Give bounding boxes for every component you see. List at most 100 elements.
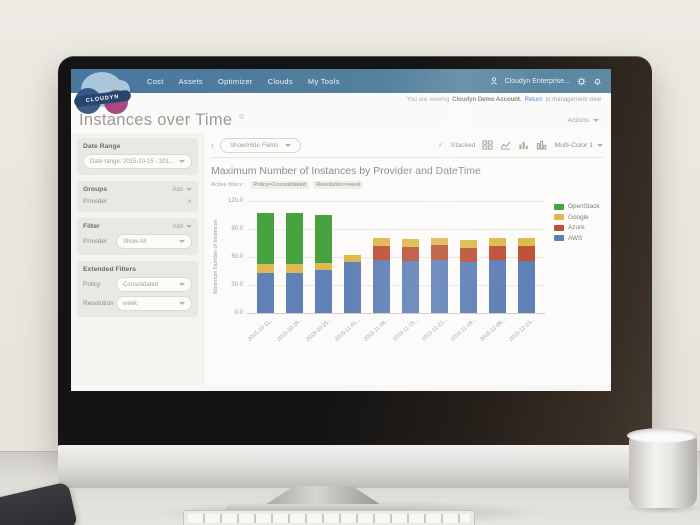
bar-2015-11-08 xyxy=(373,238,390,313)
demo-account-banner: You are viewing Cloudyn Demo Account. Re… xyxy=(71,93,611,106)
bar-2015-11-01 xyxy=(344,255,361,313)
return-link[interactable]: Return xyxy=(524,96,543,103)
filter-panel: Filter Add Provider Show All xyxy=(77,218,198,255)
report-settings-icon[interactable]: ⚙ xyxy=(238,113,245,121)
bar-segment-azure xyxy=(518,245,535,261)
group-item-label: Provider xyxy=(83,198,108,205)
nav-item-clouds[interactable]: Clouds xyxy=(267,76,293,86)
monitor-bezel: CLOUDYN Cost Assets Optimizer Clouds My Tool… xyxy=(58,56,652,448)
active-filters-label: Active filters : xyxy=(211,182,246,188)
groups-add-button[interactable]: Add xyxy=(172,187,192,193)
chevron-down-icon xyxy=(285,143,292,147)
policy-value: Consolidated xyxy=(123,281,159,288)
account-menu[interactable]: Cloudyn Enterprise... xyxy=(504,77,570,85)
nav-item-optimizer[interactable]: Optimizer xyxy=(217,76,253,86)
keyboard-keys xyxy=(188,514,470,523)
notifications-icon[interactable] xyxy=(593,77,602,86)
column-chart-icon[interactable] xyxy=(536,140,547,150)
plot-column: 2015-10-11... 2015-10-18... 2015-10-25... 2… xyxy=(247,201,545,348)
groups-title: Groups xyxy=(83,186,108,193)
remove-group-icon[interactable]: × xyxy=(187,197,192,206)
keyboard xyxy=(183,510,475,525)
bar-segment-aws xyxy=(344,261,361,313)
gear-icon[interactable] xyxy=(577,76,586,86)
chart-title: Maximum Number of Instances by Provider … xyxy=(211,165,481,177)
x-tick-label: 2015-12-13... xyxy=(508,317,537,343)
stacked-checkbox[interactable]: ✓ xyxy=(438,142,444,149)
legend-swatch-icon xyxy=(554,203,564,210)
chart-toolbar: ‹ Show/Hide Fields ✓ Stacked xyxy=(211,137,603,153)
nav-item-cost[interactable]: Cost xyxy=(147,76,164,86)
y-tick-label: 30.0 xyxy=(231,282,243,288)
resolution-value: week xyxy=(123,300,138,307)
filter-add-button[interactable]: Add xyxy=(172,224,192,230)
chevron-down-icon xyxy=(593,119,599,122)
legend-item-aws[interactable]: AWS xyxy=(554,235,600,242)
grid-view-icon[interactable] xyxy=(482,140,494,150)
page-title: Instances over Time xyxy=(79,111,233,129)
actions-dropdown[interactable]: Actions xyxy=(568,117,599,124)
toolbar-divider xyxy=(211,157,603,158)
color-scheme-dropdown[interactable]: Multi-Color 1 xyxy=(554,142,603,149)
resolution-row: Resolution week xyxy=(83,296,192,311)
x-tick-label: 2015-12-06... xyxy=(479,317,508,343)
bar-segment-google xyxy=(373,238,390,246)
date-range-value: Date range: 2015-10-15 - 201... xyxy=(90,158,175,165)
bar-chart-icon[interactable] xyxy=(518,140,529,150)
extended-filters-title: Extended Filters xyxy=(83,266,136,273)
gridline xyxy=(247,201,545,202)
chevron-down-icon xyxy=(186,225,192,228)
active-filters-row: Active filters : Policy=Consolidated Reso… xyxy=(211,181,603,189)
legend-label: OpenStack xyxy=(568,203,600,210)
active-filter-badges: Policy=Consolidated Resolution=week xyxy=(250,181,364,189)
filter-row-label: Provider xyxy=(83,238,108,245)
chevron-down-icon xyxy=(186,188,192,191)
provider-filter-value: Show All xyxy=(123,238,147,245)
y-tick-label: 60.0 xyxy=(231,254,243,260)
legend-label: Google xyxy=(568,213,589,221)
page-header: Instances over Time ⚙ Actions xyxy=(71,106,611,133)
chevron-down-icon xyxy=(179,160,185,163)
line-chart-icon[interactable] xyxy=(500,140,511,150)
show-hide-fields-dropdown[interactable]: Show/Hide Fields xyxy=(220,137,302,153)
bar-segment-google xyxy=(315,262,332,271)
date-range-dropdown[interactable]: Date range: 2015-10-15 - 201... xyxy=(83,154,192,169)
page-content: Date Range Date range: 2015-10-15 - 201.… xyxy=(71,133,611,385)
policy-dropdown[interactable]: Consolidated xyxy=(116,277,192,292)
nav-item-my-tools[interactable]: My Tools xyxy=(307,76,340,86)
filter-badge: Resolution=week xyxy=(313,181,364,189)
extended-filters-panel: Extended Filters Policy Consolidated Res… xyxy=(77,261,198,317)
chevron-down-icon xyxy=(179,302,185,305)
legend-item-openstack[interactable]: OpenStack xyxy=(554,203,600,210)
bar-segment-google xyxy=(518,238,535,246)
bar-segment-aws xyxy=(460,261,477,313)
x-tick-label: 2015-10-18... xyxy=(276,317,305,343)
nav-right-cluster: Cloudyn Enterprise... xyxy=(490,76,611,86)
nav-item-assets[interactable]: Assets xyxy=(178,76,203,86)
bar-2015-10-18 xyxy=(286,213,303,313)
groups-panel: Groups Add Provider × xyxy=(77,181,198,212)
date-range-panel: Date Range Date range: 2015-10-15 - 201.… xyxy=(77,138,198,175)
bar-segment-aws xyxy=(489,259,506,313)
x-tick-label: 2015-10-25... xyxy=(305,317,334,343)
y-tick-label: 120.0 xyxy=(227,198,243,204)
bar-segment-aws xyxy=(431,259,448,313)
chart-view-controls: ✓ Stacked Multi-Color 1 xyxy=(438,140,603,150)
provider-filter-dropdown[interactable]: Show All xyxy=(116,234,192,249)
cloudyn-logo: CLOUDYN xyxy=(73,72,136,119)
collapse-sidebar-icon[interactable]: ‹ xyxy=(211,139,214,150)
gridline xyxy=(247,257,545,258)
resolution-dropdown[interactable]: week xyxy=(116,296,192,311)
banner-account-name: Cloudyn Demo Account. xyxy=(452,96,522,103)
bar-2015-11-22 xyxy=(431,238,448,313)
x-tick-label: 2015-11-22... xyxy=(421,317,450,343)
x-tick-label: 2015-11-15... xyxy=(392,317,421,343)
legend-item-azure[interactable]: Azure xyxy=(554,224,600,231)
legend-item-google[interactable]: Google xyxy=(554,214,600,221)
legend-swatch-icon xyxy=(554,235,564,241)
bar-2015-11-15 xyxy=(402,239,419,313)
y-axis-title: Maximum Number of Instances xyxy=(213,219,219,295)
legend-swatch-icon xyxy=(554,214,564,220)
policy-row: Policy Consolidated xyxy=(83,277,192,292)
